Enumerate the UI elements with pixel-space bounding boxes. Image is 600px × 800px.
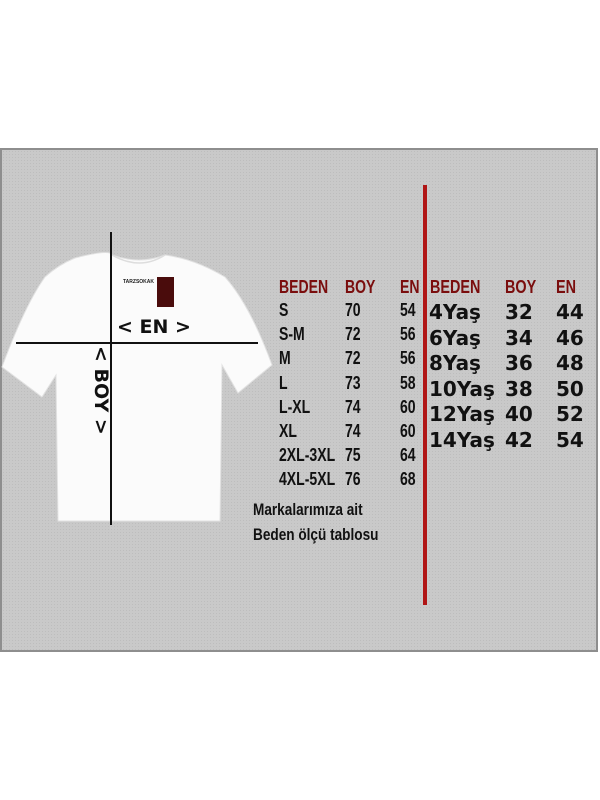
kids-width-cell: 44 [556, 300, 584, 324]
length-cell: 75 [345, 445, 361, 466]
kids-header-boy: BOY [505, 277, 537, 297]
width-cell: 54 [400, 300, 416, 320]
length-cell: 74 [345, 421, 361, 441]
brand-tag-icon [157, 277, 174, 307]
kids-length-cell: 38 [505, 376, 533, 401]
header-beden: BEDEN [279, 277, 329, 297]
length-label: < BOY > [90, 346, 112, 435]
size-cell: S-M [279, 324, 305, 345]
width-label: < EN > [117, 316, 191, 338]
length-cell: 70 [345, 300, 361, 320]
width-cell: 64 [400, 445, 416, 466]
size-cell: 2XL-3XL [279, 445, 336, 466]
kids-length-cell: 42 [505, 427, 533, 452]
width-cell: 68 [400, 469, 416, 490]
kids-length-cell: 40 [505, 402, 533, 426]
size-cell: XL [279, 421, 297, 441]
size-chart-panel [0, 148, 598, 652]
size-cell: 4XL-5XL [279, 469, 336, 490]
kids-width-cell: 46 [556, 325, 584, 350]
svg-text:TARZSOKAK: TARZSOKAK [123, 279, 154, 285]
kids-size-cell: 6Yaş [429, 325, 481, 350]
kids-length-cell: 36 [505, 351, 533, 375]
kids-width-cell: 52 [556, 402, 584, 426]
length-cell: 73 [345, 372, 361, 393]
kids-width-cell: 50 [556, 376, 584, 401]
kids-size-cell: 14Yaş [429, 427, 495, 452]
size-cell: M [279, 348, 291, 369]
kids-header-beden: BEDEN [430, 277, 481, 297]
width-cell: 56 [400, 324, 416, 345]
tshirt-illustration: TARZSOKAK [1, 232, 273, 525]
table-divider [423, 185, 427, 605]
kids-size-cell: 10Yaş [429, 376, 495, 401]
kids-width-cell: 54 [556, 427, 584, 452]
length-cell: 72 [345, 324, 361, 345]
length-cell: 72 [345, 348, 361, 369]
size-cell: L [279, 372, 288, 393]
caption-line-2: Beden ölçü tablosu [253, 525, 379, 544]
kids-length-cell: 34 [505, 325, 533, 350]
width-cell: 58 [400, 372, 416, 393]
kids-size-cell: 4Yaş [429, 300, 481, 324]
size-cell: L-XL [279, 396, 311, 417]
kids-header-en: EN [556, 277, 577, 297]
header-en: EN [400, 277, 420, 297]
kids-size-cell: 8Yaş [429, 351, 481, 375]
caption-line-1: Markalarımıza ait [253, 500, 363, 519]
header-boy: BOY [345, 277, 376, 297]
width-cell: 60 [400, 421, 416, 441]
kids-length-cell: 32 [505, 300, 533, 324]
size-cell: S [279, 300, 289, 320]
length-cell: 74 [345, 396, 361, 417]
kids-width-cell: 48 [556, 351, 584, 375]
width-cell: 56 [400, 348, 416, 369]
kids-size-cell: 12Yaş [429, 402, 495, 426]
width-cell: 60 [400, 396, 416, 417]
length-cell: 76 [345, 469, 361, 490]
